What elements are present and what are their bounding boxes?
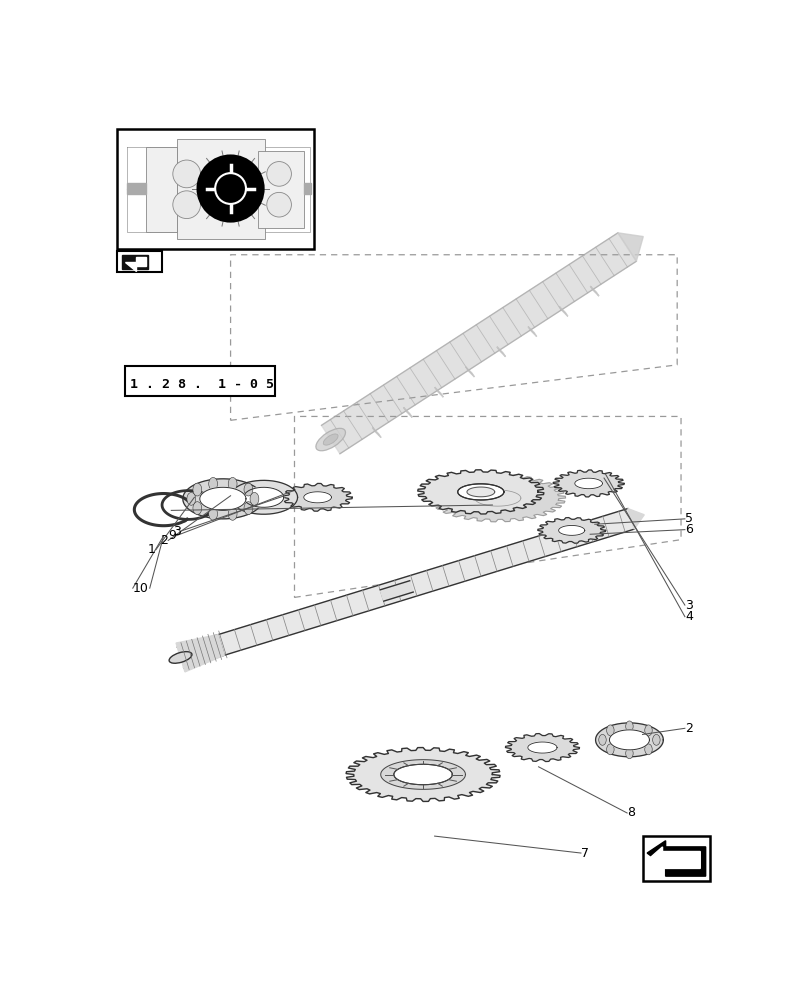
- Ellipse shape: [644, 725, 651, 736]
- Text: 6: 6: [684, 523, 692, 536]
- Circle shape: [215, 173, 246, 204]
- Bar: [125, 366, 275, 396]
- Ellipse shape: [193, 483, 201, 496]
- Circle shape: [267, 192, 291, 217]
- Ellipse shape: [193, 502, 201, 515]
- Polygon shape: [321, 233, 636, 454]
- Text: 2: 2: [160, 534, 168, 547]
- Polygon shape: [496, 347, 505, 357]
- Text: 9: 9: [168, 529, 176, 542]
- Ellipse shape: [169, 652, 191, 663]
- Ellipse shape: [652, 734, 659, 745]
- Bar: [177, 139, 265, 239]
- Ellipse shape: [228, 477, 237, 490]
- Polygon shape: [417, 470, 543, 514]
- Polygon shape: [559, 306, 567, 316]
- Text: 2: 2: [684, 722, 692, 735]
- Circle shape: [267, 162, 291, 186]
- Polygon shape: [243, 487, 283, 507]
- Polygon shape: [177, 509, 633, 668]
- Polygon shape: [345, 748, 500, 801]
- Polygon shape: [558, 525, 584, 535]
- Circle shape: [198, 156, 263, 221]
- Polygon shape: [609, 730, 649, 750]
- Polygon shape: [303, 183, 311, 194]
- Polygon shape: [646, 841, 705, 876]
- Polygon shape: [504, 734, 579, 762]
- Ellipse shape: [244, 483, 252, 496]
- Polygon shape: [380, 581, 413, 601]
- Text: 1: 1: [148, 543, 156, 556]
- Circle shape: [173, 191, 200, 219]
- Polygon shape: [176, 635, 224, 672]
- Polygon shape: [650, 847, 699, 873]
- Polygon shape: [182, 479, 263, 519]
- Text: 8: 8: [626, 806, 634, 820]
- Circle shape: [173, 160, 200, 188]
- Polygon shape: [127, 183, 146, 194]
- Polygon shape: [466, 367, 474, 377]
- Polygon shape: [125, 257, 146, 271]
- Polygon shape: [430, 474, 564, 522]
- Text: 4: 4: [684, 610, 692, 623]
- Ellipse shape: [208, 477, 217, 490]
- Polygon shape: [617, 233, 642, 261]
- Ellipse shape: [625, 748, 633, 759]
- Bar: [257, 151, 303, 228]
- Ellipse shape: [323, 434, 337, 445]
- Polygon shape: [122, 255, 148, 269]
- Text: 3: 3: [173, 525, 180, 538]
- Polygon shape: [537, 518, 605, 543]
- Polygon shape: [457, 484, 504, 500]
- Polygon shape: [372, 428, 380, 438]
- Polygon shape: [403, 407, 412, 417]
- Polygon shape: [594, 723, 663, 757]
- Polygon shape: [590, 286, 599, 296]
- Polygon shape: [552, 470, 624, 497]
- Polygon shape: [474, 490, 520, 506]
- Polygon shape: [303, 492, 331, 503]
- Polygon shape: [393, 764, 452, 785]
- Ellipse shape: [187, 492, 195, 505]
- Text: 3: 3: [684, 599, 692, 612]
- Text: 5: 5: [684, 512, 692, 525]
- Polygon shape: [282, 483, 352, 511]
- Ellipse shape: [244, 502, 252, 515]
- Bar: [146, 147, 177, 232]
- Text: 1 . 2 8 .  1 - 0 5: 1 . 2 8 . 1 - 0 5: [131, 378, 274, 391]
- Polygon shape: [574, 478, 602, 489]
- Polygon shape: [393, 764, 452, 785]
- Polygon shape: [457, 484, 504, 500]
- Text: 7: 7: [580, 847, 588, 860]
- Polygon shape: [627, 509, 643, 529]
- Ellipse shape: [228, 507, 237, 520]
- Polygon shape: [230, 480, 297, 514]
- Ellipse shape: [250, 492, 259, 505]
- Polygon shape: [200, 487, 246, 510]
- Polygon shape: [527, 742, 556, 753]
- Polygon shape: [466, 487, 494, 497]
- Bar: [118, 129, 313, 249]
- Ellipse shape: [315, 428, 345, 451]
- Polygon shape: [527, 327, 536, 337]
- Ellipse shape: [625, 721, 633, 732]
- Polygon shape: [434, 387, 443, 397]
- Ellipse shape: [598, 734, 606, 745]
- Text: 10: 10: [133, 582, 148, 595]
- Ellipse shape: [606, 744, 613, 755]
- Polygon shape: [123, 256, 147, 267]
- Bar: [642, 836, 710, 881]
- Polygon shape: [380, 760, 465, 789]
- Ellipse shape: [644, 744, 651, 755]
- Ellipse shape: [606, 725, 613, 736]
- Bar: [118, 251, 162, 272]
- Ellipse shape: [208, 507, 217, 520]
